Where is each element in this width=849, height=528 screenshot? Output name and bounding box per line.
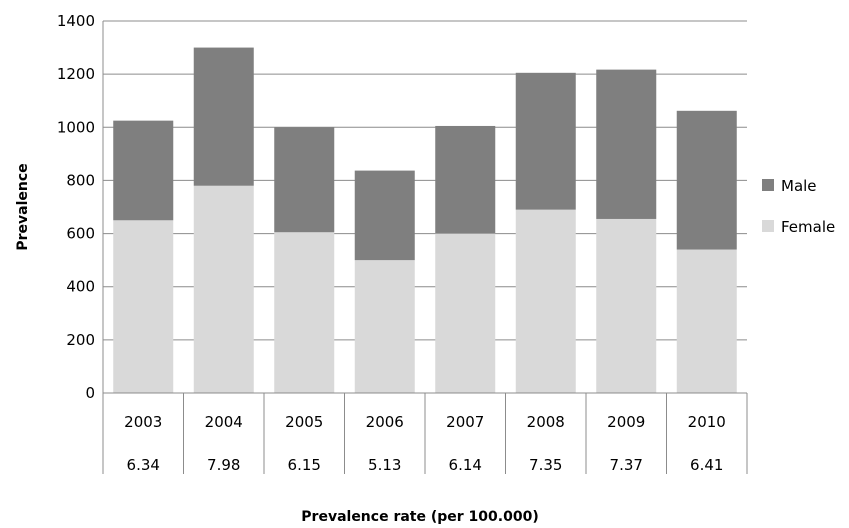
rate-label-2003: 6.34	[127, 456, 160, 474]
category-label-2008: 2008	[527, 413, 565, 431]
category-label-2005: 2005	[285, 413, 323, 431]
category-label-2003: 2003	[124, 413, 162, 431]
bar-female-2006	[354, 260, 415, 393]
legend-swatch-male	[762, 179, 774, 191]
bar-male-2009	[596, 69, 657, 219]
x-axis-title: Prevalence rate (per 100.000)	[301, 509, 538, 525]
bar-male-2004	[193, 47, 254, 186]
category-table: 2003 6.34 2004 7.98 2005 6.15 2006 5.13 2007 6.14…	[102, 393, 748, 474]
bar-female-2009	[596, 218, 657, 393]
y-tick-label-800: 800	[66, 171, 95, 189]
rate-label-2005: 6.15	[288, 456, 321, 474]
legend-label-male: Male	[781, 177, 817, 195]
bar-female-2010	[676, 249, 737, 393]
bar-male-2007	[435, 125, 496, 234]
rate-label-2008: 7.35	[529, 456, 562, 474]
rate-label-2010: 6.41	[690, 456, 723, 474]
y-tick-label-400: 400	[66, 278, 95, 296]
category-label-2007: 2007	[446, 413, 484, 431]
bar-female-2003	[113, 220, 174, 393]
legend-swatch-female	[762, 220, 774, 232]
category-label-2004: 2004	[205, 413, 243, 431]
category-label-2006: 2006	[366, 413, 404, 431]
y-tick-label-1200: 1200	[57, 65, 95, 83]
bar-female-2008	[515, 209, 576, 393]
bar-female-2007	[435, 233, 496, 393]
y-tick-label-200: 200	[66, 331, 95, 349]
bar-male-2005	[274, 127, 335, 233]
category-label-2010: 2010	[688, 413, 726, 431]
rate-label-2007: 6.14	[449, 456, 482, 474]
legend-label-female: Female	[781, 218, 835, 236]
bar-male-2010	[676, 110, 737, 250]
y-tick-labels: 0 200 400 600 800 1000 1200 1400	[57, 12, 95, 402]
y-tick-label-1400: 1400	[57, 12, 95, 30]
y-axis-title: Prevalence	[15, 163, 31, 250]
y-tick-label-600: 600	[66, 225, 95, 243]
y-tick-label-1000: 1000	[57, 118, 95, 136]
bar-female-2004	[193, 185, 254, 393]
y-tick-label-0: 0	[85, 384, 95, 402]
rate-label-2006: 5.13	[368, 456, 401, 474]
bar-female-2005	[274, 232, 335, 393]
rate-label-2009: 7.37	[610, 456, 643, 474]
legend: Male Female	[762, 177, 835, 236]
bar-group	[113, 47, 737, 393]
bar-male-2003	[113, 120, 174, 221]
rate-label-2004: 7.98	[207, 456, 240, 474]
category-label-2009: 2009	[607, 413, 645, 431]
bar-male-2006	[354, 170, 415, 261]
bar-male-2008	[515, 72, 576, 210]
